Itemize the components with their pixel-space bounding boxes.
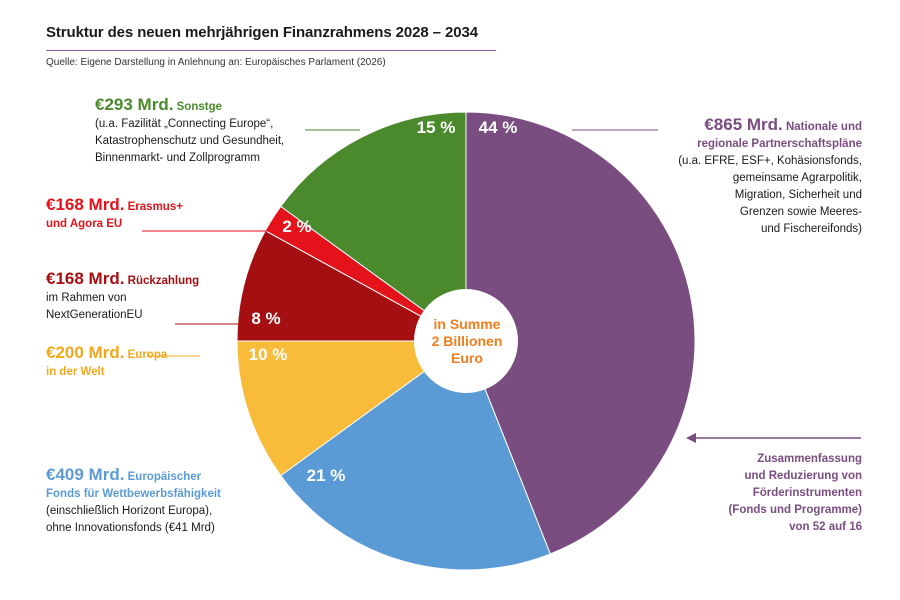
label-erasmus: €168 Mrd. Erasmus+ und Agora EU	[46, 196, 183, 233]
segment-desc: Binnenmarkt- und Zollprogramm	[95, 152, 260, 164]
segment-desc: Katastrophenschutz und Gesundheit,	[95, 135, 285, 147]
segment-name: Nationale und	[785, 121, 862, 133]
amount: €293 Mrd.	[95, 95, 174, 114]
label-europa-welt: €200 Mrd. Europa in der Welt	[46, 344, 167, 381]
segment-name: Rückzahlung	[127, 275, 200, 287]
amount: €168 Mrd.	[46, 269, 125, 288]
center-hole	[414, 289, 518, 393]
note-line: von 52 auf 16	[789, 521, 862, 533]
segment-desc: und Fischereifonds)	[761, 223, 862, 235]
title-rule	[46, 50, 496, 51]
segment-name: Europa	[127, 349, 168, 361]
label-rueckzahlung: €168 Mrd. Rückzahlung im Rahmen von Next…	[46, 270, 199, 324]
segment-desc: Migration, Sicherheit und	[734, 189, 862, 201]
pct-label-rueckzahlung: 8 %	[251, 309, 280, 328]
note-arrow-icon	[686, 433, 696, 443]
segment-name: in der Welt	[46, 366, 105, 378]
segment-desc: (u.a. Fazilität „Connecting Europe“,	[95, 118, 274, 130]
note-line: Förderinstrumenten	[752, 487, 862, 499]
chart-title: Struktur des neuen mehrjährigen Finanzra…	[46, 24, 478, 41]
label-sonstige: €293 Mrd. Sonstge (u.a. Fazilität „Conne…	[95, 96, 284, 167]
label-national: €865 Mrd. Nationale und regionale Partne…	[678, 116, 862, 238]
segment-desc: NextGenerationEU	[46, 309, 143, 321]
amount: €200 Mrd.	[46, 343, 125, 362]
pct-label-europa_welt: 10 %	[249, 345, 288, 364]
center-label-line: Euro	[451, 350, 483, 366]
segment-desc: ohne Innovationsfonds (€41 Mrd)	[46, 522, 215, 534]
source-note: Quelle: Eigene Darstellung in Anlehnung …	[46, 57, 386, 68]
segment-name: Erasmus+	[127, 201, 183, 213]
segment-name: Fonds für Wettbewerbsfähigkeit	[46, 488, 221, 500]
segment-desc: gemeinsame Agrarpolitik,	[732, 172, 862, 184]
pct-label-national: 44 %	[479, 118, 518, 137]
center-label-line: 2 Billionen	[431, 333, 503, 349]
pct-label-sonstige: 15 %	[417, 118, 456, 137]
reduction-note: Zusammenfassung und Reduzierung von Förd…	[728, 451, 862, 536]
segment-desc: Grenzen sowie Meeres-	[739, 206, 862, 218]
amount: €865 Mrd.	[704, 115, 783, 134]
label-wettbewerb: €409 Mrd. Europäischer Fonds für Wettbew…	[46, 466, 221, 537]
slice-rueckzahlung	[236, 230, 467, 342]
segment-name: regionale Partnerschaftspläne	[697, 138, 862, 150]
segment-desc: (einschließlich Horizont Europa),	[46, 505, 213, 517]
amount: €409 Mrd.	[46, 465, 125, 484]
slice-europa-welt	[236, 340, 468, 477]
segment-desc: (u.a. EFRE, ESF+, Kohäsionsfonds,	[678, 155, 862, 167]
pct-label-wettbewerb: 21 %	[307, 466, 346, 485]
note-line: (Fonds und Programme)	[728, 504, 862, 516]
segment-name: Europäischer	[127, 471, 202, 483]
amount: €168 Mrd.	[46, 195, 125, 214]
center-label-line: in Summe	[433, 316, 501, 332]
slice-sonstige	[280, 111, 467, 342]
note-line: und Reduzierung von	[744, 470, 862, 482]
center-label: in Summe 2 Billionen Euro	[413, 316, 521, 367]
segment-name: und Agora EU	[46, 218, 123, 230]
segment-name: Sonstge	[176, 101, 223, 113]
slice-national	[465, 111, 696, 555]
note-line: Zusammenfassung	[757, 453, 862, 465]
slice-wettbewerb	[280, 340, 551, 571]
pct-label-erasmus: 2 %	[282, 217, 311, 236]
segment-desc: im Rahmen von	[46, 292, 127, 304]
